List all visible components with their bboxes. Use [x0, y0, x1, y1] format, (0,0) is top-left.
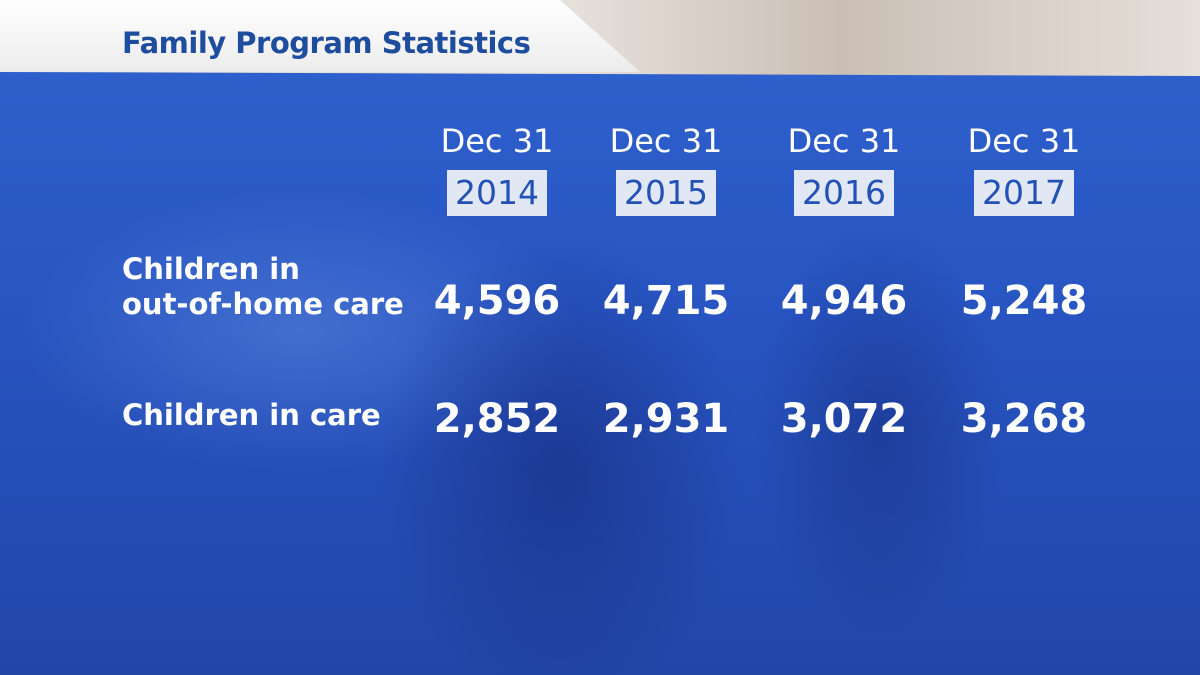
column-year: 2014 [447, 170, 547, 216]
row-label: Children in care [122, 398, 381, 432]
cell-value: 5,248 [960, 277, 1088, 324]
column-date: Dec 31 [609, 122, 723, 160]
column-date: Dec 31 [440, 122, 554, 160]
row-label: Children in [122, 252, 300, 286]
title-bar [0, 0, 640, 72]
column-year: 2017 [974, 170, 1074, 216]
column-year: 2016 [794, 170, 894, 216]
column-date: Dec 31 [787, 122, 901, 160]
cell-value: 2,852 [433, 396, 561, 442]
column-date: Dec 31 [967, 122, 1081, 160]
cell-value: 3,072 [780, 396, 908, 442]
row-label: out-of-home care [122, 287, 404, 321]
cell-value: 3,268 [960, 396, 1088, 442]
cell-value: 4,946 [780, 277, 908, 324]
title: Family Program Statistics [122, 26, 531, 60]
cell-value: 4,715 [602, 277, 730, 324]
column-year: 2015 [616, 170, 716, 216]
cell-value: 4,596 [433, 277, 561, 324]
cell-value: 2,931 [602, 396, 730, 442]
